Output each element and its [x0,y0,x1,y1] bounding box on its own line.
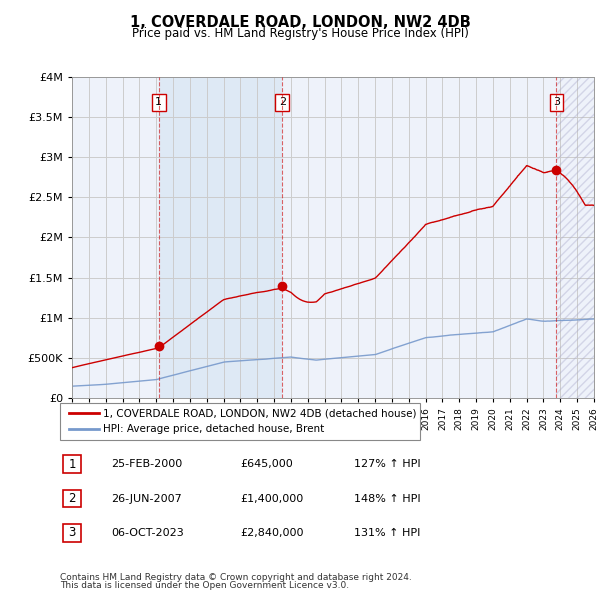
Text: 148% ↑ HPI: 148% ↑ HPI [354,494,421,503]
Text: £2,840,000: £2,840,000 [240,528,304,537]
Text: 1, COVERDALE ROAD, LONDON, NW2 4DB (detached house): 1, COVERDALE ROAD, LONDON, NW2 4DB (deta… [103,408,416,418]
Text: Price paid vs. HM Land Registry's House Price Index (HPI): Price paid vs. HM Land Registry's House … [131,27,469,40]
Text: HPI: Average price, detached house, Brent: HPI: Average price, detached house, Bren… [103,424,325,434]
Text: 1: 1 [155,97,162,107]
Bar [556,77,594,398]
Text: 3: 3 [68,526,76,539]
Text: 127% ↑ HPI: 127% ↑ HPI [354,460,421,469]
Text: 3: 3 [553,97,560,107]
Text: 2: 2 [279,97,286,107]
Text: £1,400,000: £1,400,000 [240,494,303,503]
Text: 1: 1 [68,458,76,471]
Text: 131% ↑ HPI: 131% ↑ HPI [354,528,421,537]
Text: £645,000: £645,000 [240,460,293,469]
Text: 2: 2 [68,492,76,505]
Bar [556,77,594,398]
Bar [159,77,283,398]
Text: 26-JUN-2007: 26-JUN-2007 [111,494,182,503]
Text: 25-FEB-2000: 25-FEB-2000 [111,460,182,469]
Text: 1, COVERDALE ROAD, LONDON, NW2 4DB: 1, COVERDALE ROAD, LONDON, NW2 4DB [130,15,470,30]
Text: 06-OCT-2023: 06-OCT-2023 [111,528,184,537]
Text: This data is licensed under the Open Government Licence v3.0.: This data is licensed under the Open Gov… [60,581,349,590]
Text: Contains HM Land Registry data © Crown copyright and database right 2024.: Contains HM Land Registry data © Crown c… [60,572,412,582]
